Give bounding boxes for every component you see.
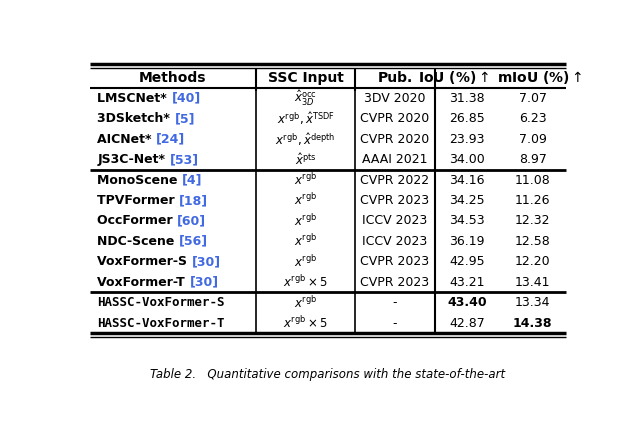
Text: 3DSketch*: 3DSketch* xyxy=(97,112,175,125)
Text: 43.21: 43.21 xyxy=(449,276,484,289)
Text: [60]: [60] xyxy=(177,214,207,227)
Text: 7.07: 7.07 xyxy=(518,92,547,105)
Text: TPVFormer: TPVFormer xyxy=(97,194,179,207)
Text: HASSC-VoxFormer-T: HASSC-VoxFormer-T xyxy=(97,317,225,329)
Text: Pub.: Pub. xyxy=(378,71,413,85)
Text: ICCV 2023: ICCV 2023 xyxy=(362,235,428,248)
Text: 13.41: 13.41 xyxy=(515,276,550,289)
Text: CVPR 2023: CVPR 2023 xyxy=(360,276,429,289)
Text: [18]: [18] xyxy=(179,194,209,207)
Text: $x^{\mathrm{rgb}} \times 5$: $x^{\mathrm{rgb}} \times 5$ xyxy=(284,315,328,331)
Text: Table 2.   Quantitative comparisons with the state-of-the-art: Table 2. Quantitative comparisons with t… xyxy=(150,368,506,381)
Text: [40]: [40] xyxy=(172,92,201,105)
Text: [5]: [5] xyxy=(175,112,195,125)
Text: 42.87: 42.87 xyxy=(449,317,484,329)
Text: CVPR 2023: CVPR 2023 xyxy=(360,255,429,268)
Text: 31.38: 31.38 xyxy=(449,92,484,105)
Text: CVPR 2020: CVPR 2020 xyxy=(360,133,429,146)
Text: $x^{\mathrm{rgb}}$: $x^{\mathrm{rgb}}$ xyxy=(294,295,317,311)
Text: 36.19: 36.19 xyxy=(449,235,484,248)
Text: 11.08: 11.08 xyxy=(515,174,550,186)
Text: 3DV 2020: 3DV 2020 xyxy=(364,92,426,105)
Text: 26.85: 26.85 xyxy=(449,112,484,125)
Text: 23.93: 23.93 xyxy=(449,133,484,146)
Text: 34.53: 34.53 xyxy=(449,214,484,227)
Text: $\hat{x}^{\mathrm{pts}}$: $\hat{x}^{\mathrm{pts}}$ xyxy=(295,152,317,168)
Text: 12.58: 12.58 xyxy=(515,235,550,248)
Text: Methods: Methods xyxy=(140,71,207,85)
Text: 8.97: 8.97 xyxy=(518,153,547,166)
Text: VoxFormer-S: VoxFormer-S xyxy=(97,255,192,268)
Text: NDC-Scene: NDC-Scene xyxy=(97,235,179,248)
Text: AICNet*: AICNet* xyxy=(97,133,156,146)
Text: OccFormer: OccFormer xyxy=(97,214,177,227)
Text: JS3C-Net*: JS3C-Net* xyxy=(97,153,170,166)
Text: $x^{\mathrm{rgb}},\hat{x}^{\mathrm{TSDF}}$: $x^{\mathrm{rgb}},\hat{x}^{\mathrm{TSDF}… xyxy=(276,110,335,127)
Text: CVPR 2020: CVPR 2020 xyxy=(360,112,429,125)
Text: 43.40: 43.40 xyxy=(447,296,486,309)
Text: 34.00: 34.00 xyxy=(449,153,484,166)
Text: 12.32: 12.32 xyxy=(515,214,550,227)
Text: [30]: [30] xyxy=(189,276,219,289)
Text: 42.95: 42.95 xyxy=(449,255,484,268)
Text: 14.38: 14.38 xyxy=(513,317,552,329)
Text: 34.25: 34.25 xyxy=(449,194,484,207)
Text: IoU (%)$\uparrow$ mIoU (%)$\uparrow$: IoU (%)$\uparrow$ mIoU (%)$\uparrow$ xyxy=(418,69,582,87)
Text: 7.09: 7.09 xyxy=(518,133,547,146)
Text: ICCV 2023: ICCV 2023 xyxy=(362,214,428,227)
Text: $x^{\mathrm{rgb}}$: $x^{\mathrm{rgb}}$ xyxy=(294,234,317,250)
Text: LMSCNet*: LMSCNet* xyxy=(97,92,172,105)
Text: [53]: [53] xyxy=(170,153,199,166)
Text: [4]: [4] xyxy=(182,174,203,186)
Text: 11.26: 11.26 xyxy=(515,194,550,207)
Text: -: - xyxy=(393,296,397,309)
Text: $x^{\mathrm{rgb}} \times 5$: $x^{\mathrm{rgb}} \times 5$ xyxy=(284,274,328,290)
Text: 6.23: 6.23 xyxy=(519,112,547,125)
Text: [56]: [56] xyxy=(179,235,208,248)
Text: AAAI 2021: AAAI 2021 xyxy=(362,153,428,166)
Text: 34.16: 34.16 xyxy=(449,174,484,186)
Text: $x^{\mathrm{rgb}}$: $x^{\mathrm{rgb}}$ xyxy=(294,254,317,270)
Text: -: - xyxy=(393,317,397,329)
Text: HASSC-VoxFormer-S: HASSC-VoxFormer-S xyxy=(97,296,225,309)
Text: VoxFormer-T: VoxFormer-T xyxy=(97,276,189,289)
Text: CVPR 2022: CVPR 2022 xyxy=(360,174,429,186)
Text: 13.34: 13.34 xyxy=(515,296,550,309)
Text: $x^{\mathrm{rgb}}$: $x^{\mathrm{rgb}}$ xyxy=(294,193,317,209)
Text: CVPR 2023: CVPR 2023 xyxy=(360,194,429,207)
Text: $x^{\mathrm{rgb}},\hat{x}^{\mathrm{depth}}$: $x^{\mathrm{rgb}},\hat{x}^{\mathrm{depth… xyxy=(275,131,336,148)
Text: [30]: [30] xyxy=(192,255,221,268)
Text: MonoScene: MonoScene xyxy=(97,174,182,186)
Text: $\hat{x}^{\mathrm{occ}}_{3D}$: $\hat{x}^{\mathrm{occ}}_{3D}$ xyxy=(294,89,317,108)
Text: [24]: [24] xyxy=(156,133,186,146)
Text: SSC Input: SSC Input xyxy=(268,71,344,85)
Text: $x^{\mathrm{rgb}}$: $x^{\mathrm{rgb}}$ xyxy=(294,172,317,188)
Text: $x^{\mathrm{rgb}}$: $x^{\mathrm{rgb}}$ xyxy=(294,213,317,229)
Text: 12.20: 12.20 xyxy=(515,255,550,268)
